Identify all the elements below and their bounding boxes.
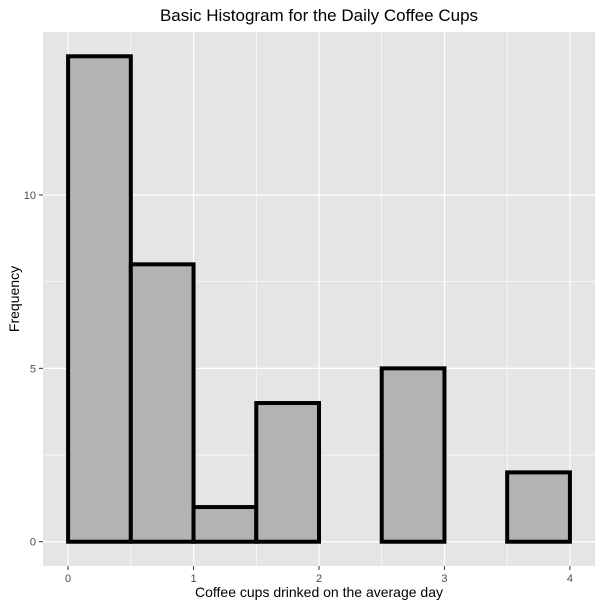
x-axis: 0 1 2 3 4	[65, 566, 573, 585]
y-tick-label: 5	[30, 363, 36, 375]
histogram-bar	[128, 262, 196, 544]
y-axis-title: Frequency	[6, 266, 22, 332]
x-tick-label: 0	[65, 573, 71, 585]
x-tick-label: 4	[567, 573, 573, 585]
y-axis: 0 5 10	[24, 190, 43, 549]
histogram-bar	[505, 470, 572, 544]
histogram-bar	[191, 505, 259, 544]
x-axis-title: Coffee cups drinked on the average day	[195, 584, 443, 600]
histogram-bar	[254, 401, 322, 544]
x-tick-label: 1	[190, 573, 196, 585]
x-tick-label: 3	[441, 573, 447, 585]
chart-title: Basic Histogram for the Daily Coffee Cup…	[160, 6, 478, 25]
histogram-bars	[66, 54, 572, 544]
x-tick-label: 2	[316, 573, 322, 585]
histogram-bar	[379, 366, 447, 544]
y-tick-label: 10	[24, 190, 36, 202]
histogram-bar	[66, 54, 133, 544]
y-tick-label: 0	[30, 537, 36, 549]
